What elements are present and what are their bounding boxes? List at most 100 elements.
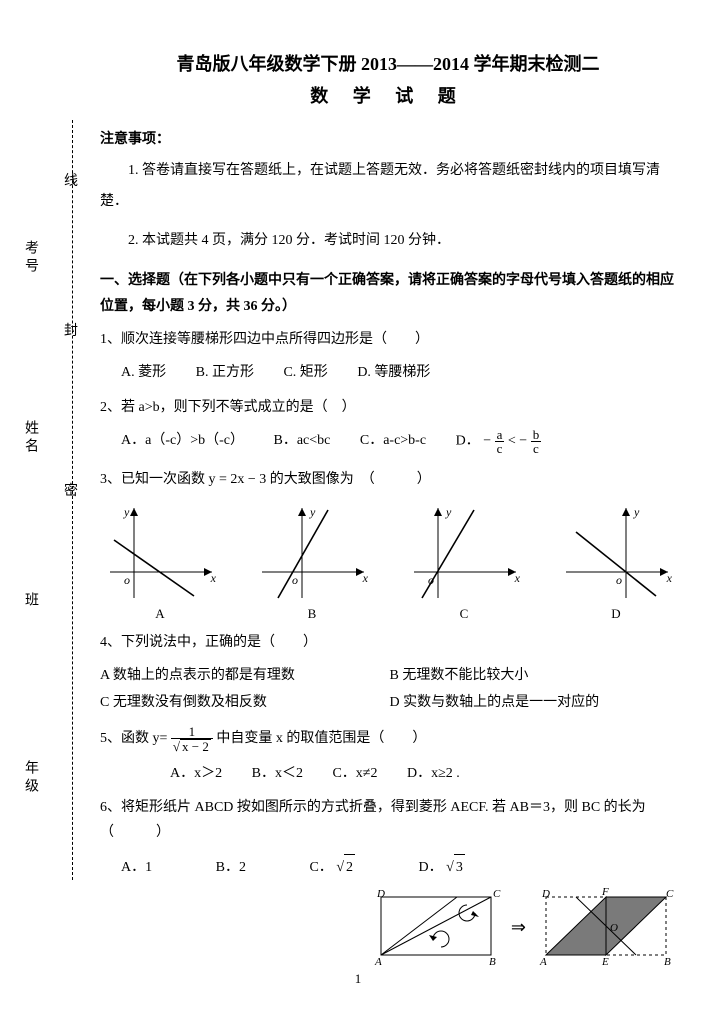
- q5-num: 1: [171, 725, 213, 739]
- question-2: 2、若 a>b，则下列不等式成立的是（ ）: [100, 395, 676, 420]
- seal-char-feng: 封: [64, 320, 78, 340]
- graph-b-svg: x y o: [252, 502, 372, 602]
- q6-c-pre: C．: [309, 860, 332, 875]
- binding-column: 年级 班 姓名 考号 密 封 线: [20, 120, 80, 880]
- lbl-A: A: [374, 956, 382, 967]
- lbl2-D: D: [541, 888, 550, 900]
- q4-opt-c: C 无理数没有倒数及相反数: [100, 690, 360, 717]
- graph-c-svg: x y o: [404, 502, 524, 602]
- q5-opt-b: B．x＜2: [252, 761, 303, 788]
- axis-y: y: [309, 505, 316, 519]
- q6-c-rad: 2: [344, 854, 355, 882]
- question-6: 6、将矩形纸片 ABCD 按如图所示的方式折叠，得到菱形 AECF. 若 AB＝…: [100, 795, 676, 845]
- question-1: 1、顺次连接等腰梯形四边中点所得四边形是（ ）: [100, 327, 676, 352]
- fold-diagrams: D C A B ⇒ D F C A E B O: [100, 887, 676, 967]
- graph-b: x y o B: [252, 502, 372, 622]
- q5-pre: 5、函数 y=: [100, 731, 167, 746]
- q5-post: 中自变量 x 的取值范围是（ ）: [216, 731, 426, 746]
- q2-d-neg2: −: [519, 433, 527, 448]
- lbl-C: C: [493, 888, 501, 900]
- q2-d-num-r: b: [531, 428, 542, 442]
- q6-d-pre: D．: [419, 860, 443, 875]
- q5-opt-c: C．x≠2: [332, 761, 377, 788]
- exam-title: 青岛版八年级数学下册 2013——2014 学年期末检测二: [100, 50, 676, 76]
- lbl-D: D: [376, 888, 385, 900]
- field-grade: 年级: [20, 760, 40, 796]
- axis-o: o: [616, 573, 622, 587]
- q6-d-sqrt: √3: [446, 854, 465, 882]
- exam-subtitle: 数 学 试 题: [100, 82, 676, 108]
- axis-x: x: [514, 571, 521, 585]
- q2-d-prefix: D．: [456, 433, 480, 448]
- question-3-graphs: x y o A x y o B: [100, 502, 676, 622]
- lbl-B: B: [489, 956, 496, 967]
- q4-opt-b: B 无理数不能比较大小: [390, 663, 529, 690]
- graph-d: x y o D: [556, 502, 676, 622]
- question-4-options: A 数轴上的点表示的都是有理数 B 无理数不能比较大小 C 无理数没有倒数及相反…: [100, 663, 676, 716]
- seal-char-xian: 线: [64, 170, 78, 190]
- question-5: 5、函数 y= 1 √x − 2 中自变量 x 的取值范围是（ ）: [100, 725, 676, 753]
- q2-opt-c: C．a-c>b-c: [360, 428, 426, 455]
- q6-d-rad: 3: [454, 854, 465, 882]
- lbl2-C: C: [666, 888, 674, 900]
- axis-o: o: [292, 573, 298, 587]
- question-2-options: A．a（-c）>b（-c） B．ac<bc C．a-c>b-c D． − a c…: [121, 428, 676, 455]
- q6-opt-b: B．2: [216, 855, 246, 882]
- q5-den: √x − 2: [171, 739, 213, 753]
- lbl2-E: E: [601, 956, 609, 967]
- q6-opt-c: C． √2: [309, 854, 355, 882]
- question-3: 3、已知一次函数 y = 2x − 3 的大致图像为 （ ）: [100, 467, 676, 492]
- seal-char-mi: 密: [64, 480, 78, 500]
- notice-2: 2. 本试题共 4 页，满分 120 分．考试时间 120 分钟．: [100, 226, 676, 257]
- q2-opt-a: A．a（-c）>b（-c）: [121, 428, 244, 455]
- axis-y: y: [445, 505, 452, 519]
- q2-d-den-l: c: [495, 442, 505, 455]
- q2-d-den-r: c: [531, 442, 542, 455]
- graph-a-svg: x y o: [100, 502, 220, 602]
- fold-arrow: ⇒: [511, 917, 526, 938]
- axis-o: o: [124, 573, 130, 587]
- seal-dashed-line: [72, 120, 74, 880]
- graph-c: x y o C: [404, 502, 524, 622]
- section-1-head: 一、选择题（在下列各小题中只有一个正确答案，请将正确答案的字母代号填入答题纸的相…: [100, 268, 676, 318]
- fold-after-svg: D F C A E B O: [536, 887, 676, 967]
- question-1-options: A. 菱形 B. 正方形 C. 矩形 D. 等腰梯形: [121, 360, 676, 387]
- notice-1: 1. 答卷请直接写在答题纸上，在试题上答题无效．务必将答题纸密封线内的项目填写清…: [100, 156, 676, 218]
- axis-x: x: [362, 571, 369, 585]
- q2-d-num-l: a: [495, 428, 505, 442]
- q5-opt-d: D．x≥2 .: [407, 761, 460, 788]
- q2-d-neg1: −: [483, 433, 491, 448]
- q5-radicand: x − 2: [180, 739, 211, 753]
- fold-before-svg: D C A B: [371, 887, 501, 967]
- lbl2-B: B: [664, 956, 671, 967]
- field-number: 考号: [20, 240, 40, 276]
- notice-head: 注意事项：: [100, 128, 676, 148]
- q5-frac: 1 √x − 2: [171, 725, 213, 753]
- q1-opt-c: C. 矩形: [283, 360, 327, 387]
- q1-opt-b: B. 正方形: [196, 360, 254, 387]
- q1-opt-a: A. 菱形: [121, 360, 166, 387]
- q2-opt-d: D． − a c < − b c: [456, 428, 542, 455]
- q6-opt-a: A．1: [121, 855, 152, 882]
- question-4: 4、下列说法中，正确的是（ ）: [100, 630, 676, 655]
- graph-b-label: B: [252, 606, 372, 622]
- q4-opt-d: D 实数与数轴上的点是一一对应的: [390, 690, 600, 717]
- axis-x: x: [210, 571, 217, 585]
- q5-opt-a: A．x＞2: [170, 761, 222, 788]
- axis-x: x: [666, 571, 673, 585]
- field-name: 姓名: [20, 420, 40, 456]
- axis-y: y: [123, 505, 130, 519]
- lbl2-O: O: [610, 922, 618, 934]
- page-number: 1: [0, 971, 716, 987]
- axis-y: y: [633, 505, 640, 519]
- q4-opt-a: A 数轴上的点表示的都是有理数: [100, 663, 360, 690]
- graph-a-label: A: [100, 606, 220, 622]
- graph-c-label: C: [404, 606, 524, 622]
- q6-opt-d: D． √3: [419, 854, 465, 882]
- axis-o: o: [428, 573, 434, 587]
- lbl2-A: A: [539, 956, 547, 967]
- q1-opt-d: D. 等腰梯形: [357, 360, 430, 387]
- q2-opt-b: B．ac<bc: [273, 428, 330, 455]
- q2-d-frac-right: b c: [531, 428, 542, 455]
- page: 年级 班 姓名 考号 密 封 线 青岛版八年级数学下册 2013——2014 学…: [0, 0, 716, 1011]
